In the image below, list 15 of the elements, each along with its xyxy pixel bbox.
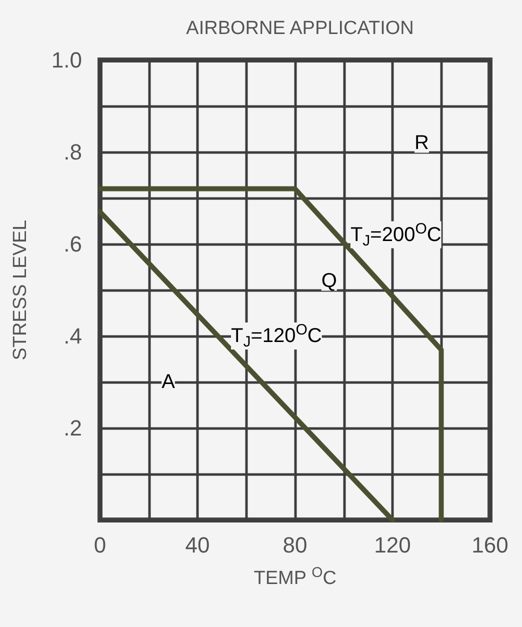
x-tick-label: 40 <box>185 532 210 558</box>
y-tick-label: .8 <box>64 140 82 164</box>
x-tick-label: 0 <box>94 532 106 558</box>
x-tick-label: 160 <box>472 532 508 558</box>
y-axis-title: STRESS LEVEL <box>10 220 31 360</box>
chart-title: AIRBORNE APPLICATION <box>186 18 414 39</box>
x-tick-label: 80 <box>282 532 308 558</box>
x-tick-label: 120 <box>374 532 411 558</box>
annotation: R <box>414 132 429 154</box>
y-tick-label: .4 <box>64 324 82 348</box>
annotation: Q <box>321 270 337 292</box>
annotation: A <box>162 371 176 393</box>
y-tick-label: 1.0 <box>51 48 82 72</box>
y-tick-label: .2 <box>64 416 82 440</box>
y-tick-label: .6 <box>64 232 82 256</box>
